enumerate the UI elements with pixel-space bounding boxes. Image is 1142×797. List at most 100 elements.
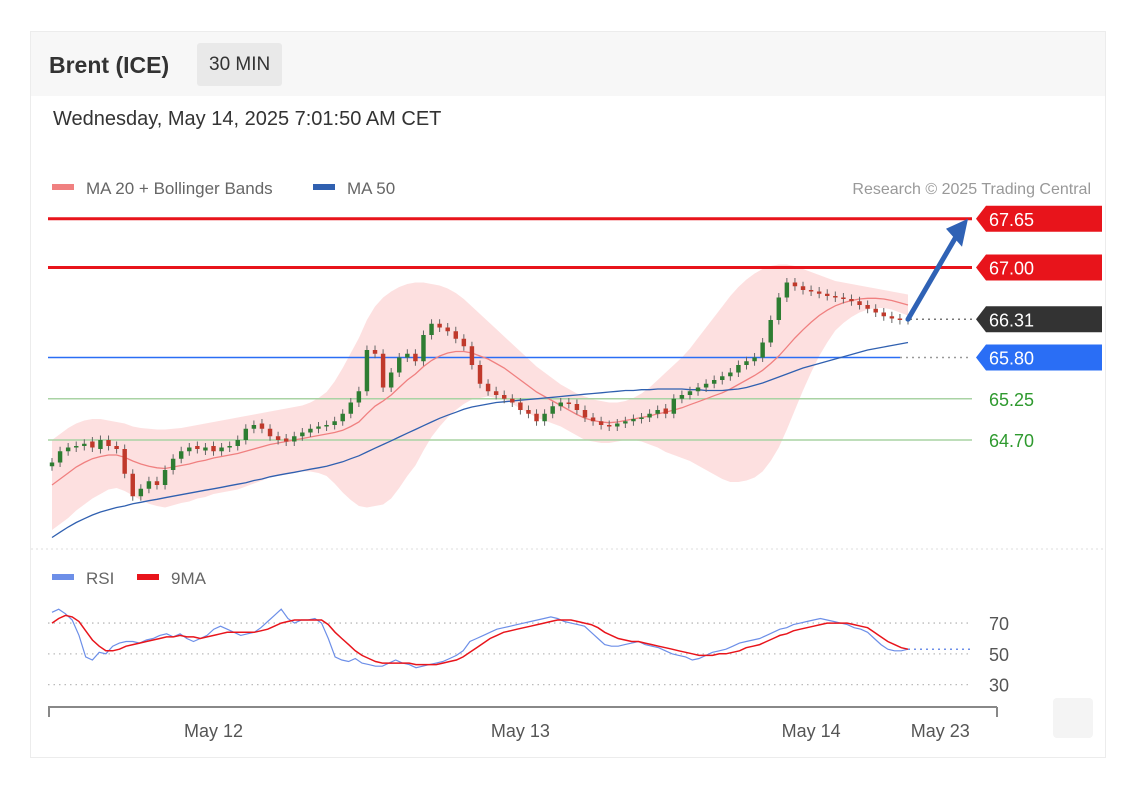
candle-body [744, 361, 749, 365]
candle-body [881, 312, 886, 317]
rsi-tick-0: 70 [989, 614, 1009, 634]
candle-body [82, 443, 87, 446]
level-tag-1 [976, 254, 1102, 281]
candle-body [703, 383, 709, 388]
candle-body [162, 470, 168, 485]
candle-body [227, 446, 232, 448]
candle-body [138, 488, 144, 497]
candle-body [873, 308, 878, 313]
candle-body [308, 428, 313, 433]
candle-body [550, 406, 555, 414]
level-tag-3 [976, 344, 1102, 371]
rsi-legend-label-0: RSI [86, 569, 114, 588]
candle-body [566, 402, 572, 404]
candle-body [130, 473, 135, 497]
candle-body [671, 398, 677, 414]
candle-body [502, 395, 507, 399]
legend-swatch-0 [52, 184, 74, 190]
candle-body [332, 421, 337, 425]
candle-body [647, 413, 652, 418]
candle-body [598, 421, 604, 425]
candle-body [849, 299, 854, 302]
candle-body [534, 413, 539, 422]
forecast-arrow-head [946, 218, 968, 247]
x-tick-label-0: May 12 [184, 721, 243, 741]
candle-body [606, 425, 612, 427]
candle-body [98, 440, 103, 449]
candle-body [413, 353, 418, 362]
candle-body [711, 380, 717, 384]
rsi-9ma-line [51, 614, 909, 666]
candle-body [510, 398, 515, 403]
legend-swatch-1 [313, 184, 335, 190]
candle-body [243, 428, 249, 440]
candle-body [187, 447, 192, 452]
level-tag-2 [976, 306, 1102, 333]
level-label-2: 66.31 [989, 310, 1034, 330]
candle-body [372, 350, 378, 354]
candle-body [421, 335, 426, 362]
candle-body [356, 391, 362, 403]
candle-body [623, 421, 628, 424]
bollinger-band [52, 264, 908, 530]
research-credit: Research © 2025 Trading Central [852, 181, 1091, 198]
candle-body [348, 402, 354, 414]
candle-body [461, 338, 467, 347]
candle-body [364, 350, 370, 392]
candle-body [485, 383, 491, 392]
chart-header: Brent (ICE) 30 MIN [31, 32, 1105, 96]
candle-body [857, 301, 862, 305]
candle-body [235, 440, 240, 446]
timeframe-badge[interactable]: 30 MIN [197, 43, 283, 86]
candle-body [74, 446, 79, 448]
candle-body [324, 425, 329, 427]
candle-body [768, 320, 773, 343]
level-tag-0 [976, 205, 1102, 232]
candle-body [453, 331, 458, 339]
candle-body [477, 365, 483, 384]
candle-body [792, 282, 798, 287]
ma20-line [51, 297, 909, 486]
candle-body [380, 353, 386, 388]
candle-body [154, 481, 160, 485]
candle-body [760, 342, 765, 358]
candle-body [582, 410, 588, 418]
rsi-legend-label-1: 9MA [171, 569, 207, 588]
candle-body [720, 376, 725, 380]
candle-body [865, 305, 870, 309]
rsi-line [51, 608, 909, 669]
candle-body [57, 451, 63, 463]
expand-button[interactable] [1053, 698, 1093, 738]
candle-body [695, 387, 701, 392]
candle-body [687, 391, 693, 395]
candle-body [49, 462, 55, 467]
candle-body [889, 316, 895, 319]
level-label-4: 65.25 [989, 390, 1034, 410]
candle-body [800, 286, 806, 290]
candle-body [429, 323, 434, 335]
candle-body [825, 293, 830, 296]
rsi-tick-1: 50 [989, 645, 1009, 665]
candle-body [445, 327, 450, 332]
chart-datetime: Wednesday, May 14, 2025 7:01:50 AM CET [53, 108, 442, 130]
level-label-1: 67.00 [989, 259, 1034, 279]
candle-body [122, 449, 127, 474]
candle-body [405, 353, 410, 358]
candle-body [316, 426, 321, 429]
candle-body [340, 413, 345, 422]
candle-body [203, 447, 208, 451]
candle-body [639, 417, 644, 419]
candle-body [106, 440, 111, 446]
candle-body [655, 410, 660, 414]
candle-body [437, 323, 442, 328]
rsi-legend-swatch-1 [137, 574, 159, 580]
candle-body [833, 296, 838, 298]
candle-body [615, 423, 620, 427]
ma50-line [51, 341, 909, 539]
legend-label-1: MA 50 [347, 179, 395, 198]
x-tick-label-3: May 23 [911, 721, 970, 741]
rsi-tick-2: 30 [989, 676, 1009, 696]
candle-body [574, 404, 580, 410]
rsi-legend-swatch-0 [52, 574, 74, 580]
